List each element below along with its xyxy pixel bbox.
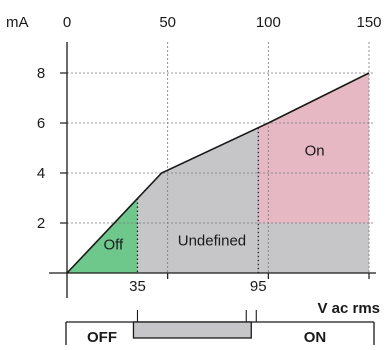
strip-undefined-block [132,321,252,339]
y-tick-label-6: 6 [37,115,45,132]
y-tick-label-4: 4 [37,165,45,182]
strip-on-label: ON [304,329,327,345]
x-threshold-label-35: 35 [129,278,146,295]
x-tick-label-0: 0 [63,14,71,31]
on-region-label: On [305,143,325,160]
undefined-region-label: Undefined [178,233,246,250]
y-tick-label-8: 8 [37,65,45,82]
x-tick-label-50: 50 [159,14,176,31]
axis-ticks [60,72,370,279]
grid [67,42,374,273]
x-axis-title: V ac rms [317,300,380,317]
x-top-tick-labels: 0 50 100 150 [63,14,382,31]
off-region-label: Off [103,236,124,253]
strip-off-label: OFF [87,329,117,345]
x-threshold-label-95: 95 [250,278,267,295]
y-tick-label-2: 2 [37,215,45,232]
on-region [258,73,369,223]
y-tick-labels: 2 4 6 8 [37,65,45,232]
x-bottom-threshold-labels: 35 95 [129,278,266,295]
y-unit-label: mA [6,14,29,31]
current-curve [66,72,370,274]
x-tick-label-150: 150 [356,14,381,31]
x-tick-label-100: 100 [256,14,281,31]
state-strip: OFF ON [65,310,375,346]
